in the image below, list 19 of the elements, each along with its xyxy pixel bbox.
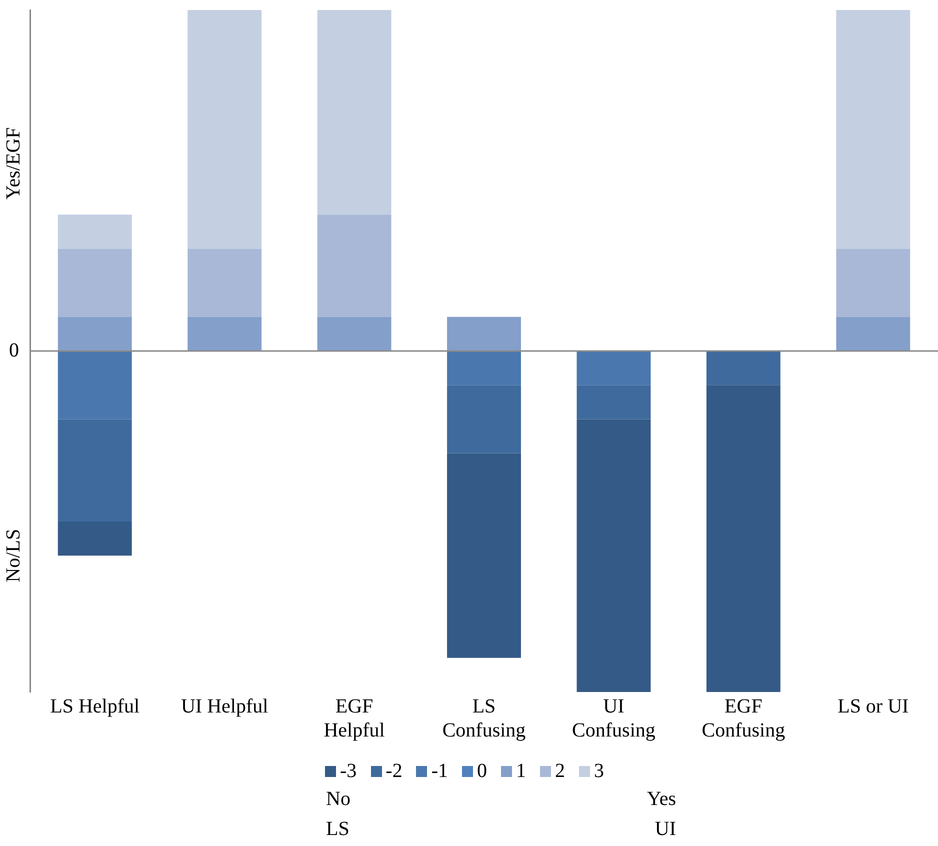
legend-label: 2 bbox=[554, 760, 566, 783]
x-tick-label: LS Confusing bbox=[442, 695, 526, 742]
legend-label: -2 bbox=[384, 760, 402, 783]
x-tick-label: UI Helpful bbox=[180, 695, 269, 718]
text: No/LS bbox=[2, 528, 24, 582]
x-tick-label: LS Helpful bbox=[50, 695, 140, 718]
x-tick-label: EGF Confusing bbox=[702, 695, 786, 742]
legend-label: -1 bbox=[430, 760, 448, 783]
text: Yes/EGF bbox=[2, 127, 24, 200]
legend-label: 3 bbox=[593, 760, 604, 783]
legend-label: -3 bbox=[339, 760, 357, 783]
text: Yes UI bbox=[646, 787, 676, 842]
legend-label: 0 bbox=[476, 760, 488, 783]
ref-line-label: 0 bbox=[9, 339, 19, 362]
legend-label: 1 bbox=[515, 760, 526, 783]
text: No LS bbox=[326, 787, 350, 842]
x-tick-label: LS or UI bbox=[838, 695, 909, 718]
x-tick-label: UI Confusing bbox=[572, 695, 656, 742]
x-tick-label: EGF Helpful bbox=[324, 695, 386, 742]
